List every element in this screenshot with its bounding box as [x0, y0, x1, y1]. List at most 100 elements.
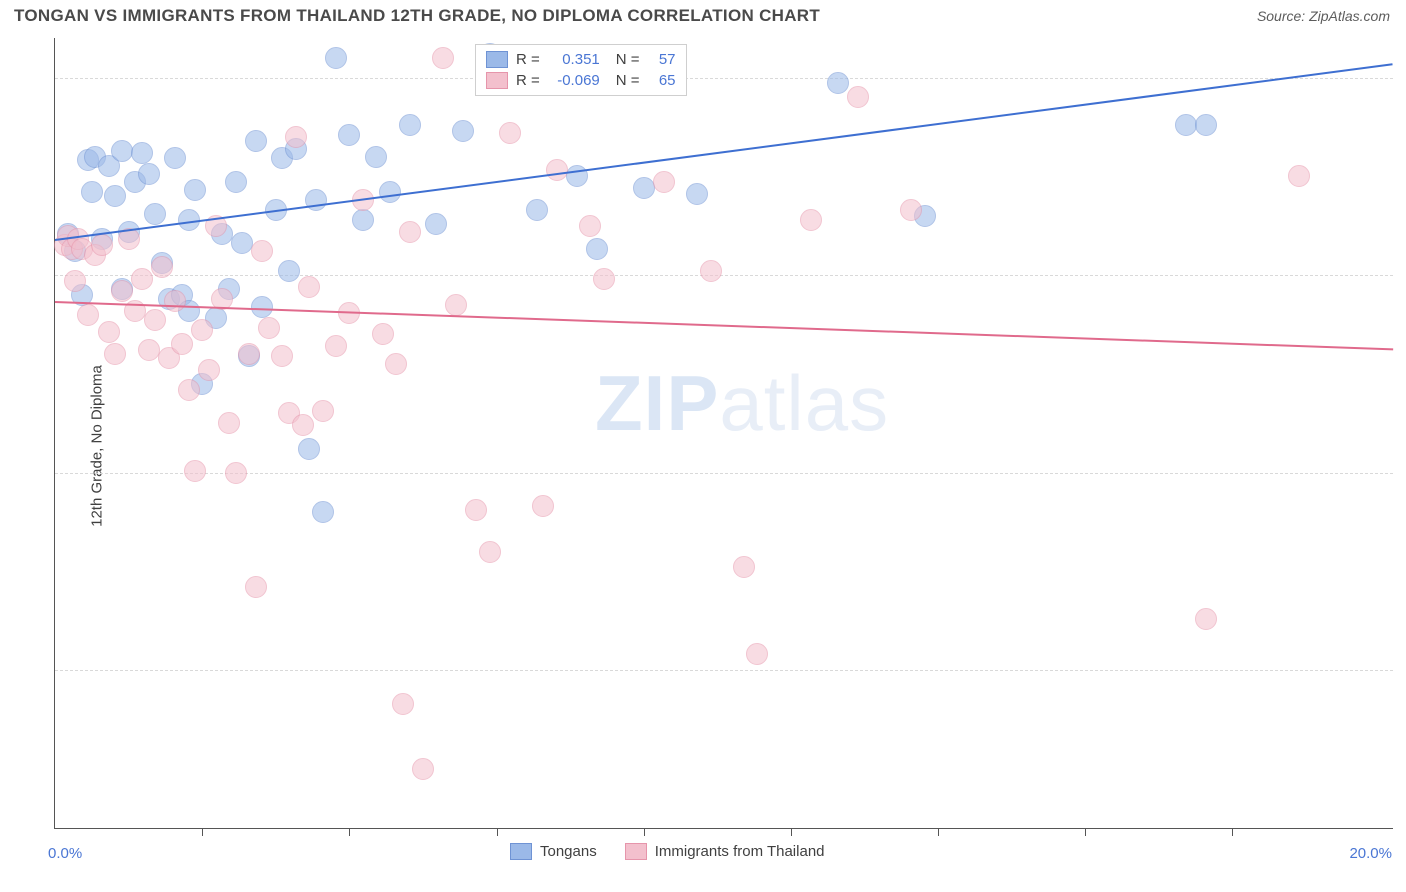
data-point [586, 238, 608, 260]
data-point [285, 126, 307, 148]
data-point [111, 140, 133, 162]
x-tick [791, 828, 792, 836]
data-point [164, 290, 186, 312]
series-swatch [486, 51, 508, 68]
data-point [593, 268, 615, 290]
source-name: ZipAtlas.com [1309, 8, 1390, 24]
data-point [733, 556, 755, 578]
data-point [526, 199, 548, 221]
data-point [1195, 608, 1217, 630]
data-point [365, 146, 387, 168]
x-tick [938, 828, 939, 836]
data-point [218, 412, 240, 434]
data-point [238, 343, 260, 365]
data-point [325, 335, 347, 357]
x-tick [1085, 828, 1086, 836]
data-point [1288, 165, 1310, 187]
data-point [653, 171, 675, 193]
data-point [225, 171, 247, 193]
n-label: N = [616, 51, 640, 68]
data-point [171, 333, 193, 355]
data-point [104, 343, 126, 365]
data-point [131, 268, 153, 290]
n-value: 57 [648, 51, 676, 68]
data-point [686, 183, 708, 205]
data-point [278, 260, 300, 282]
data-point [1175, 114, 1197, 136]
data-point [64, 270, 86, 292]
data-point [81, 181, 103, 203]
data-point [151, 256, 173, 278]
series-swatch [486, 72, 508, 89]
data-point [138, 163, 160, 185]
data-point [258, 317, 280, 339]
data-point [245, 130, 267, 152]
data-point [164, 147, 186, 169]
x-axis-min-label: 0.0% [48, 845, 82, 862]
watermark: ZIPatlas [595, 358, 889, 449]
data-point [633, 177, 655, 199]
regression-line [55, 64, 1393, 242]
data-point [800, 209, 822, 231]
legend: TongansImmigrants from Thailand [510, 843, 825, 860]
data-point [700, 260, 722, 282]
watermark-bold: ZIP [595, 359, 719, 447]
x-tick [1232, 828, 1233, 836]
data-point [445, 294, 467, 316]
data-point [298, 276, 320, 298]
data-point [499, 122, 521, 144]
data-point [432, 47, 454, 69]
data-point [111, 280, 133, 302]
data-point [379, 181, 401, 203]
data-point [412, 758, 434, 780]
data-point [251, 240, 273, 262]
data-point [131, 142, 153, 164]
data-point [292, 414, 314, 436]
x-tick [202, 828, 203, 836]
data-point [746, 643, 768, 665]
r-value: -0.069 [548, 72, 600, 89]
r-label: R = [516, 51, 540, 68]
data-point [452, 120, 474, 142]
chart-plot-area: ZIPatlas 70.0%80.0%90.0%100.0%R =0.351N … [54, 38, 1393, 829]
data-point [847, 86, 869, 108]
data-point [184, 460, 206, 482]
data-point [312, 400, 334, 422]
data-point [231, 232, 253, 254]
chart-header: TONGAN VS IMMIGRANTS FROM THAILAND 12TH … [0, 0, 1406, 26]
r-label: R = [516, 72, 540, 89]
source-prefix: Source: [1257, 8, 1309, 24]
data-point [184, 179, 206, 201]
chart-title: TONGAN VS IMMIGRANTS FROM THAILAND 12TH … [14, 6, 820, 26]
data-point [104, 185, 126, 207]
n-label: N = [616, 72, 640, 89]
data-point [479, 541, 501, 563]
data-point [385, 353, 407, 375]
stats-legend-box: R =0.351N =57R =-0.069N =65 [475, 44, 687, 96]
data-point [144, 203, 166, 225]
legend-swatch [510, 843, 532, 860]
r-value: 0.351 [548, 51, 600, 68]
data-point [138, 339, 160, 361]
gridline-horizontal [55, 670, 1393, 671]
data-point [178, 379, 200, 401]
data-point [298, 438, 320, 460]
source-attribution: Source: ZipAtlas.com [1257, 8, 1390, 24]
data-point [225, 462, 247, 484]
data-point [546, 159, 568, 181]
x-tick [644, 828, 645, 836]
gridline-horizontal [55, 78, 1393, 79]
data-point [399, 114, 421, 136]
gridline-horizontal [55, 473, 1393, 474]
data-point [399, 221, 421, 243]
x-tick [497, 828, 498, 836]
stats-row: R = 0.351 N = 57 [486, 49, 676, 70]
data-point [191, 319, 213, 341]
data-point [900, 199, 922, 221]
regression-line [55, 301, 1393, 350]
legend-swatch [625, 843, 647, 860]
data-point [1195, 114, 1217, 136]
data-point [338, 124, 360, 146]
data-point [198, 359, 220, 381]
x-tick [349, 828, 350, 836]
